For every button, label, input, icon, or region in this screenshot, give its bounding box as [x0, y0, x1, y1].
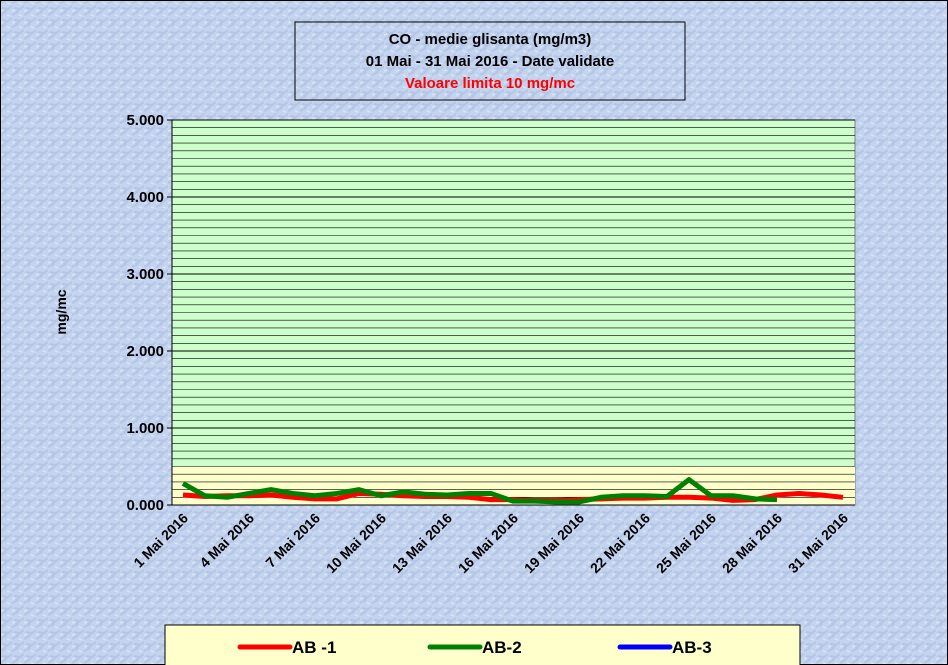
y-tick-label: 0.000: [126, 497, 164, 514]
y-tick-label: 5.000: [126, 112, 164, 129]
title-box: [294, 21, 686, 101]
legend-label: AB-2: [482, 638, 522, 657]
y-axis-label: mg/mc: [53, 289, 69, 334]
chart-title: CO - medie glisanta (mg/m3): [389, 31, 592, 48]
legend-label: AB -1: [292, 638, 336, 657]
annotation: Valoare limita 10 mg/mc: [405, 75, 575, 92]
y-tick-label: 1.000: [126, 420, 164, 437]
y-tick-label: 4.000: [126, 189, 164, 206]
legend-label: AB-3: [672, 638, 712, 657]
y-tick-label: 3.000: [126, 266, 164, 283]
y-tick-label: 2.000: [126, 343, 164, 360]
chart-subtitle: 01 Mai - 31 Mai 2016 - Date validate: [366, 53, 614, 70]
series-line: [181, 477, 778, 505]
